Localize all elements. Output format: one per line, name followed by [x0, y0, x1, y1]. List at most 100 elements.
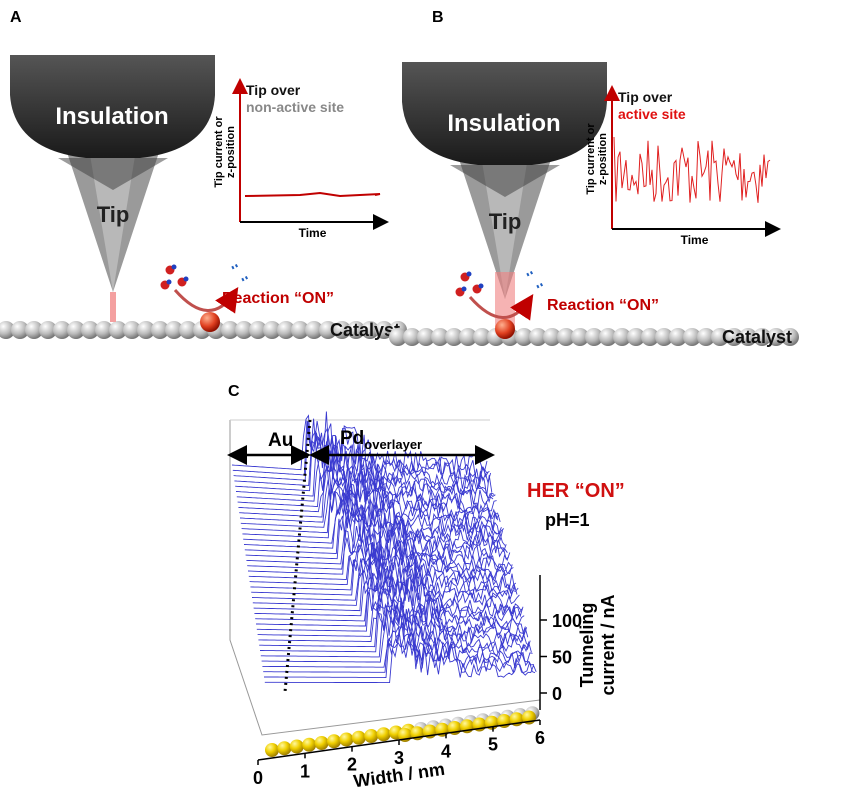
- catalyst-atom: [641, 328, 659, 346]
- current-trace: [259, 602, 529, 648]
- catalyst-atom: [81, 321, 99, 339]
- catalyst-atom: [543, 328, 561, 346]
- current-trace: [242, 484, 504, 541]
- catalyst-atom: [585, 328, 603, 346]
- current-trace: [258, 602, 528, 642]
- insulation-label: Insulation: [55, 103, 168, 130]
- current-trace: [247, 527, 512, 575]
- atom: [376, 727, 391, 742]
- pd-label: Pdoverlayer: [340, 428, 422, 452]
- current-trace: [251, 552, 518, 601]
- h-plus-h: [466, 271, 472, 277]
- reaction-label: Reaction “ON”: [222, 290, 334, 307]
- atom: [351, 730, 366, 745]
- catalyst-atom: [375, 321, 393, 339]
- z-tick-label: 0: [552, 684, 562, 704]
- catalyst-atom: [613, 328, 631, 346]
- catalyst-atom: [669, 328, 687, 346]
- tunneling-glow: [495, 272, 515, 327]
- insulation: [402, 62, 607, 165]
- current-trace: [257, 589, 526, 637]
- atom: [302, 737, 317, 752]
- x-tick-label: 3: [394, 748, 404, 768]
- inset-x-label: Time: [299, 226, 327, 240]
- atom: [314, 736, 329, 750]
- catalyst-atom: [221, 321, 239, 339]
- panel-label: A: [10, 9, 22, 26]
- catalyst-atom: [319, 321, 337, 339]
- catalyst-atom: [683, 328, 701, 346]
- h2: [231, 263, 239, 270]
- catalyst-atom: [263, 321, 281, 339]
- atom: [289, 739, 304, 754]
- catalyst-atom: [151, 321, 169, 339]
- current-trace: [246, 513, 509, 565]
- current-trace: [239, 465, 500, 527]
- inset-y-label: Tip current or: [213, 116, 225, 188]
- catalyst-atom: [389, 328, 407, 346]
- plot-frame: [229, 420, 541, 736]
- reaction-arrow: [468, 293, 534, 321]
- catalyst-atom: [347, 321, 365, 339]
- catalyst-atom: [277, 321, 295, 339]
- h2: [241, 275, 249, 282]
- catalyst-atom: [0, 321, 15, 339]
- inset-title: Tip over: [246, 82, 301, 98]
- catalyst-atom: [165, 321, 183, 339]
- catalyst-label: Catalyst: [330, 320, 400, 340]
- catalyst-atom: [515, 328, 533, 346]
- catalyst-atom: [39, 321, 57, 339]
- insulation-shade: [58, 158, 168, 190]
- current-trace: [240, 487, 501, 531]
- active-site: [495, 319, 515, 339]
- inset-signal: [613, 136, 771, 203]
- h-plus-h: [183, 276, 189, 282]
- tip-label: Tip: [489, 209, 522, 234]
- condition-label: HER “ON”: [527, 480, 625, 502]
- panel-b: B Insulation Tip Reaction “ON” Catalyst Tip o…: [389, 9, 799, 347]
- catalyst-atom: [445, 328, 463, 346]
- reaction-arrow: [173, 286, 239, 314]
- z-tick-label: 50: [552, 648, 572, 668]
- catalyst-atom: [599, 328, 617, 346]
- catalyst-atom: [333, 321, 351, 339]
- x-tick-label: 6: [535, 728, 545, 748]
- catalyst-label: Catalyst: [722, 327, 792, 347]
- h2: [536, 282, 544, 289]
- insulation: [10, 55, 215, 158]
- catalyst-atom: [249, 321, 267, 339]
- catalyst-atom: [95, 321, 113, 339]
- insulation-label: Insulation: [447, 110, 560, 137]
- catalyst-atom: [361, 321, 379, 339]
- catalyst-atom: [753, 328, 771, 346]
- active-site: [200, 312, 220, 332]
- catalyst-atom: [109, 321, 127, 339]
- ph-label: pH=1: [545, 510, 590, 530]
- current-trace: [264, 633, 536, 678]
- h-plus-h: [171, 264, 177, 270]
- catalyst-atom: [305, 321, 323, 339]
- catalyst-atom: [767, 328, 785, 346]
- catalyst-atom: [711, 328, 729, 346]
- current-trace: [254, 566, 521, 617]
- catalyst-atom: [655, 328, 673, 346]
- catalyst-atom: [725, 328, 743, 346]
- catalyst-atom: [179, 321, 197, 339]
- insulation-shade: [450, 165, 560, 197]
- x-tick-label: 1: [300, 761, 310, 781]
- x-tick-label: 4: [441, 741, 451, 761]
- z-label: Tunneling: [577, 603, 597, 688]
- current-trace: [264, 640, 537, 684]
- pd-subscript: overlayer: [364, 437, 422, 452]
- z-tick-label: 100: [552, 611, 582, 631]
- catalyst-atom: [403, 328, 421, 346]
- panel-label: C: [228, 383, 240, 400]
- panel-a: A Insulation Tip Reaction “ON” Catalyst Tip o…: [0, 9, 407, 340]
- catalyst-atom: [291, 321, 309, 339]
- catalyst-atom: [417, 328, 435, 346]
- panel-label: B: [432, 9, 444, 26]
- inset-signal: [244, 191, 381, 198]
- catalyst-atom: [459, 328, 477, 346]
- catalyst-atom: [557, 328, 575, 346]
- catalyst-atom: [67, 321, 85, 339]
